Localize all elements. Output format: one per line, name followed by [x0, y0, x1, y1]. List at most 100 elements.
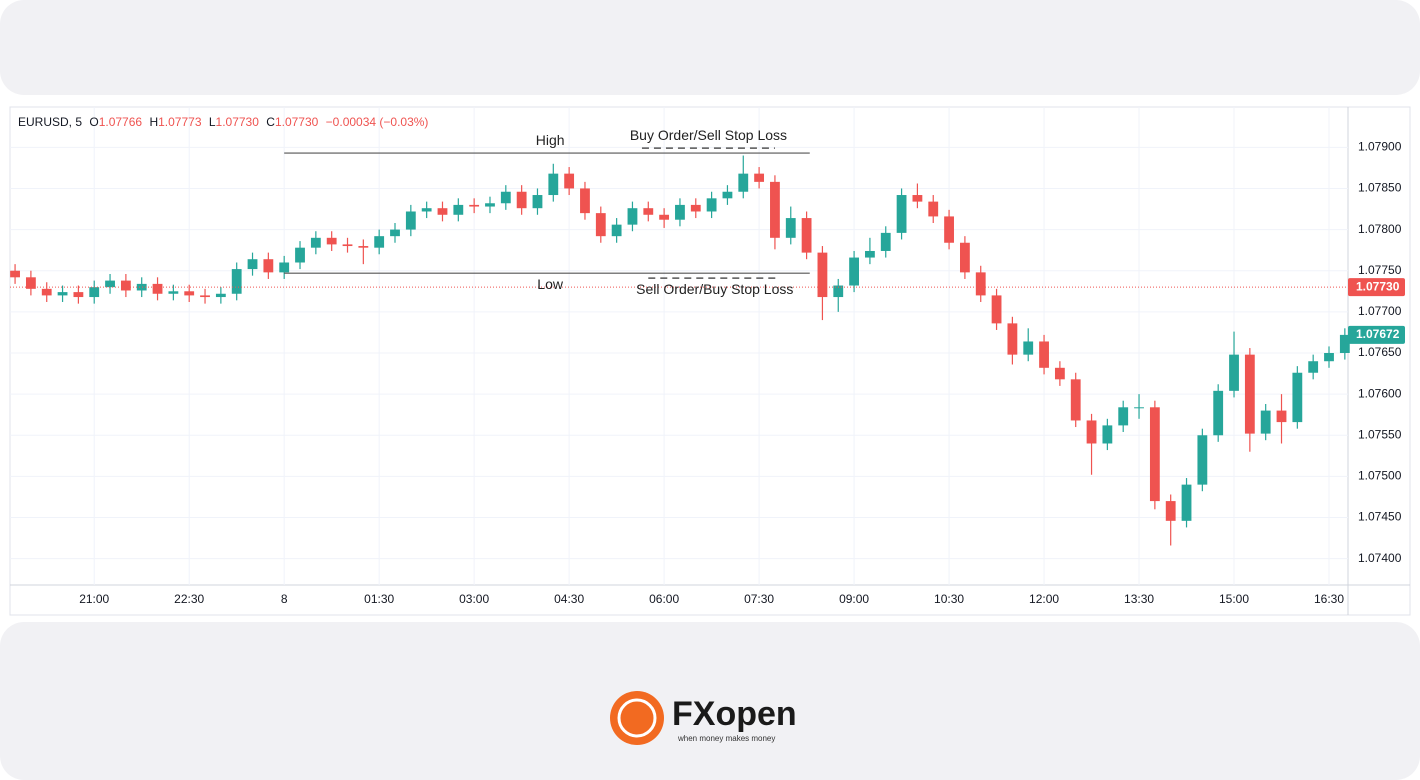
- candle-body: [991, 295, 1002, 324]
- candle-body: [453, 204, 464, 215]
- candle-body: [1023, 341, 1034, 355]
- candle-body: [1260, 410, 1271, 434]
- symbol: EURUSD, 5: [18, 115, 82, 129]
- candle-body: [754, 173, 765, 182]
- candle-body: [405, 211, 416, 230]
- candle-body: [469, 204, 480, 207]
- candle-body: [120, 280, 131, 291]
- candle-body: [358, 246, 369, 248]
- last-price-marker: [1348, 325, 1405, 344]
- candle-body: [880, 232, 891, 251]
- y-tick-label: 1.07450: [1358, 510, 1402, 524]
- y-tick-label: 1.07750: [1358, 263, 1402, 277]
- x-tick-label: 12:00: [1029, 592, 1059, 606]
- candle-body: [643, 208, 654, 215]
- c-value: 1.07730: [275, 115, 319, 129]
- candle-body: [263, 259, 274, 273]
- x-tick-label: 8: [281, 592, 288, 606]
- x-tick-label: 21:00: [79, 592, 109, 606]
- ohlc-header: EURUSD, 5 O1.07766 H1.07773 L1.07730 C1.…: [18, 115, 428, 129]
- candle-body: [279, 262, 290, 273]
- candle-body: [770, 181, 780, 238]
- h-value: 1.07773: [158, 115, 202, 129]
- o-value: 1.07766: [99, 115, 143, 129]
- y-tick-label: 1.07900: [1358, 139, 1402, 153]
- x-tick-label: 16:30: [1314, 592, 1344, 606]
- candle-body: [168, 291, 179, 294]
- candle-body: [1102, 425, 1113, 444]
- candle-body: [73, 292, 84, 298]
- candle-body: [595, 213, 606, 237]
- h-key: H: [149, 115, 158, 129]
- last-price-label: 1.07672: [1356, 327, 1400, 341]
- candle-body: [912, 195, 923, 202]
- candle-body: [57, 292, 68, 296]
- candle-body: [342, 244, 353, 247]
- candle-body: [485, 203, 495, 207]
- candle-body: [580, 188, 590, 214]
- o-key: O: [89, 115, 98, 129]
- candles: [10, 155, 1350, 546]
- y-tick-label: 1.07400: [1358, 551, 1402, 565]
- candle-body: [944, 216, 954, 243]
- candle-body: [1134, 407, 1144, 409]
- candle-body: [785, 218, 796, 238]
- candle-body: [801, 218, 812, 253]
- logo-icon-ring: [617, 698, 657, 738]
- candle-body: [1054, 367, 1065, 380]
- candle-body: [215, 293, 226, 298]
- price-marker-label: 1.07730: [1356, 279, 1400, 293]
- grid: [10, 107, 1348, 585]
- candle-body: [1292, 372, 1303, 423]
- candle-body: [1308, 361, 1319, 373]
- candle-body: [105, 280, 115, 288]
- candle-body: [184, 291, 195, 296]
- change: −0.00034 (−0.03%): [326, 115, 429, 129]
- candle-body: [1197, 435, 1208, 485]
- x-tick-label: 09:00: [839, 592, 869, 606]
- candle-body: [295, 247, 305, 263]
- x-tick-label: 01:30: [364, 592, 394, 606]
- candle-body: [136, 283, 147, 291]
- candle-body: [817, 252, 828, 298]
- x-tick-label: 06:00: [649, 592, 679, 606]
- y-tick-label: 1.07700: [1358, 304, 1402, 318]
- annotation-label: Sell Order/Buy Stop Loss: [636, 281, 793, 297]
- annotation-label: Buy Order/Sell Stop Loss: [630, 127, 787, 143]
- candle-body: [1118, 407, 1129, 426]
- candle-body: [1181, 484, 1192, 521]
- candle-body: [516, 191, 527, 209]
- y-tick-label: 1.07600: [1358, 386, 1402, 400]
- chart-frame: [9, 106, 1411, 616]
- candle-body: [1339, 334, 1350, 353]
- candle-body: [41, 288, 52, 296]
- candle-body: [959, 242, 970, 273]
- y-tick-label: 1.07650: [1358, 345, 1402, 359]
- candle-body: [374, 236, 385, 248]
- annotation-label: High: [536, 132, 565, 148]
- candle-body: [896, 195, 907, 233]
- candle-body: [738, 173, 749, 192]
- candle-body: [675, 204, 685, 220]
- candle-body: [690, 204, 701, 212]
- candle-body: [548, 173, 559, 196]
- candle-body: [722, 191, 733, 199]
- l-key: L: [209, 115, 216, 129]
- candle-body: [928, 201, 939, 217]
- candle-body: [421, 208, 432, 212]
- candle-body: [627, 208, 638, 225]
- candle-body: [1086, 420, 1097, 444]
- candle-body: [25, 277, 36, 289]
- candle-body: [659, 214, 670, 220]
- candle-body: [1149, 407, 1160, 502]
- candle-body: [247, 259, 258, 270]
- logo-tagline: when money makes money: [677, 734, 775, 743]
- y-tick-label: 1.07550: [1358, 427, 1402, 441]
- annotation-label: Low: [537, 276, 564, 292]
- candle-body: [310, 237, 321, 248]
- candle-body: [390, 229, 400, 237]
- price-marker: [1348, 278, 1405, 297]
- candle-body: [564, 173, 575, 189]
- logo: FXopen when money makes money: [610, 691, 797, 745]
